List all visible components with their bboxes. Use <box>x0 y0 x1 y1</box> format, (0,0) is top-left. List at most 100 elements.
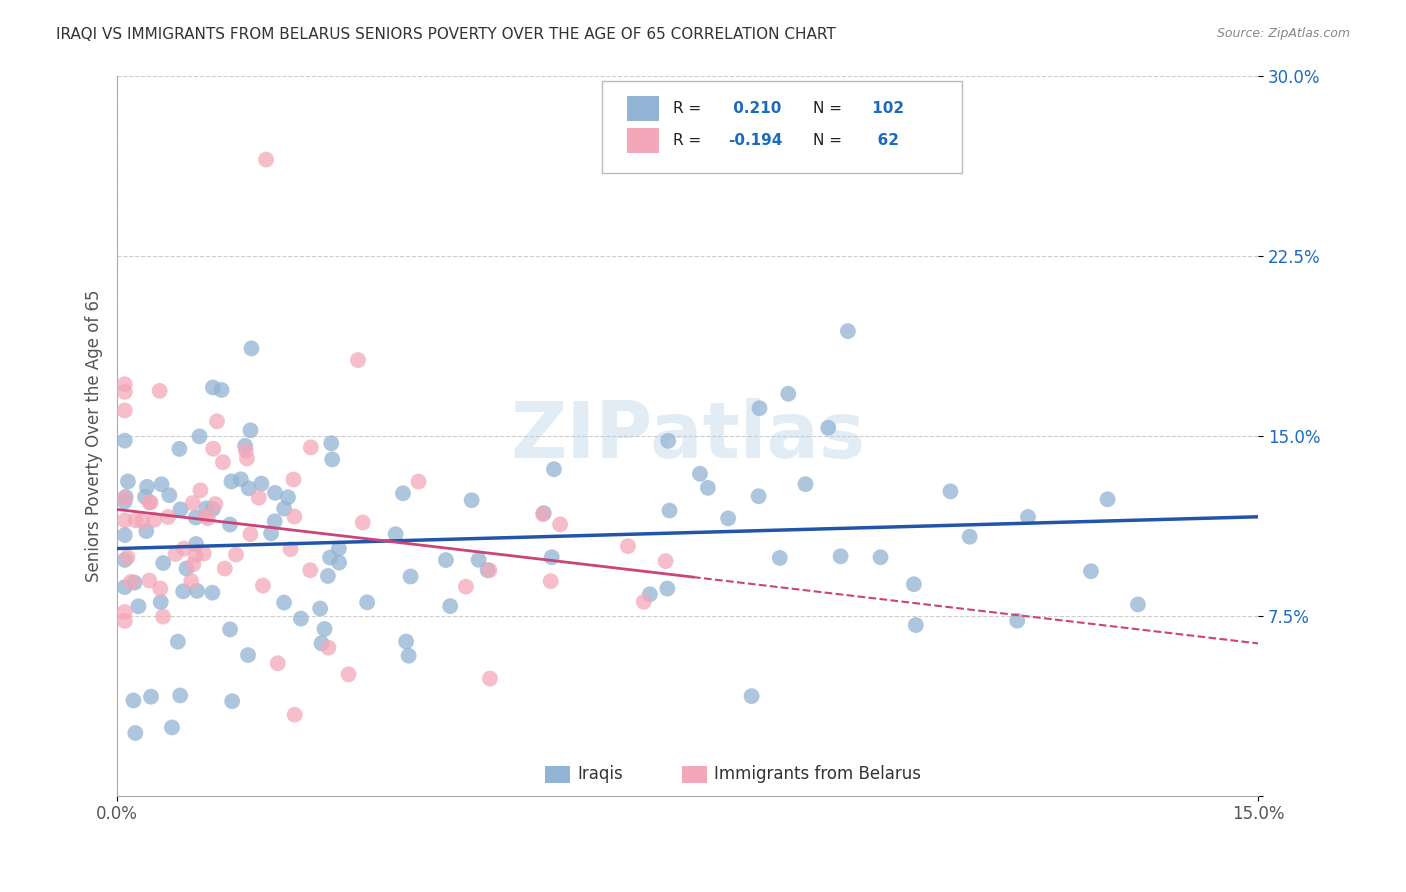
Point <box>356 595 378 609</box>
Point <box>540 574 562 589</box>
Point <box>195 501 218 516</box>
Point <box>398 648 420 663</box>
Point <box>205 414 228 428</box>
Point <box>903 577 925 591</box>
Text: Immigrants from Belarus: Immigrants from Belarus <box>714 765 921 783</box>
Text: -0.194: -0.194 <box>728 133 782 148</box>
Point <box>1097 492 1119 507</box>
Point <box>1080 564 1102 578</box>
Point <box>337 667 360 681</box>
Point <box>314 622 336 636</box>
Text: R =: R = <box>673 133 706 148</box>
Point <box>392 486 415 500</box>
Point <box>657 582 679 596</box>
Point <box>1126 598 1149 612</box>
Point <box>869 550 891 565</box>
Point <box>236 451 259 466</box>
Point <box>194 509 217 524</box>
Point <box>143 513 166 527</box>
Point <box>347 353 370 368</box>
Point <box>395 634 418 648</box>
Point <box>114 384 136 399</box>
Point <box>122 693 145 707</box>
Point <box>160 721 183 735</box>
Point <box>837 324 859 338</box>
Point <box>157 510 180 524</box>
Point <box>114 605 136 619</box>
Point <box>172 584 194 599</box>
Point <box>173 541 195 556</box>
Point <box>260 526 283 541</box>
Text: 62: 62 <box>868 133 898 148</box>
Text: ZIPatlas: ZIPatlas <box>510 398 865 474</box>
Point <box>267 657 290 671</box>
Point <box>717 511 740 525</box>
Point <box>477 563 499 577</box>
Point <box>939 484 962 499</box>
Point <box>150 477 173 491</box>
Point <box>190 483 212 498</box>
Point <box>152 556 174 570</box>
Point <box>311 636 333 650</box>
Point <box>197 511 219 525</box>
Point <box>531 507 554 521</box>
Point <box>273 501 295 516</box>
Point <box>617 539 640 553</box>
Point <box>460 493 482 508</box>
Point <box>299 563 322 577</box>
Point <box>181 496 204 510</box>
Point <box>533 506 555 520</box>
Point <box>478 672 501 686</box>
Point <box>229 472 252 486</box>
Point <box>149 595 172 609</box>
Point <box>454 580 477 594</box>
Point <box>124 726 146 740</box>
Point <box>478 563 501 577</box>
Point <box>250 476 273 491</box>
Point <box>239 527 262 541</box>
Point <box>233 439 256 453</box>
Point <box>904 618 927 632</box>
Point <box>540 550 562 565</box>
Point <box>263 514 285 528</box>
Point <box>408 475 430 489</box>
Point <box>114 491 136 505</box>
Point <box>114 403 136 417</box>
Point <box>352 516 374 530</box>
Point <box>467 553 489 567</box>
Point <box>124 513 146 527</box>
Point <box>316 569 339 583</box>
Point <box>543 462 565 476</box>
Point <box>225 548 247 562</box>
Point <box>169 442 191 456</box>
Text: Source: ZipAtlas.com: Source: ZipAtlas.com <box>1216 27 1350 40</box>
Point <box>184 548 207 562</box>
Point <box>1005 614 1028 628</box>
Point <box>689 467 711 481</box>
Point <box>181 558 204 572</box>
Point <box>214 561 236 575</box>
Point <box>139 690 162 704</box>
Point <box>238 481 260 495</box>
Point <box>794 477 817 491</box>
Point <box>166 634 188 648</box>
Point <box>114 494 136 508</box>
Point <box>138 495 160 509</box>
Point <box>180 574 202 588</box>
FancyBboxPatch shape <box>627 128 659 153</box>
Point <box>239 423 262 437</box>
Point <box>321 436 343 450</box>
Point <box>657 434 679 448</box>
Point <box>114 528 136 542</box>
Text: N =: N = <box>813 101 848 116</box>
FancyBboxPatch shape <box>602 80 962 173</box>
FancyBboxPatch shape <box>546 765 571 783</box>
Point <box>120 574 142 589</box>
Point <box>439 599 461 613</box>
Point <box>277 491 299 505</box>
Point <box>299 441 322 455</box>
Point <box>1017 510 1039 524</box>
Point <box>212 455 235 469</box>
Point <box>114 614 136 628</box>
Point <box>817 421 839 435</box>
